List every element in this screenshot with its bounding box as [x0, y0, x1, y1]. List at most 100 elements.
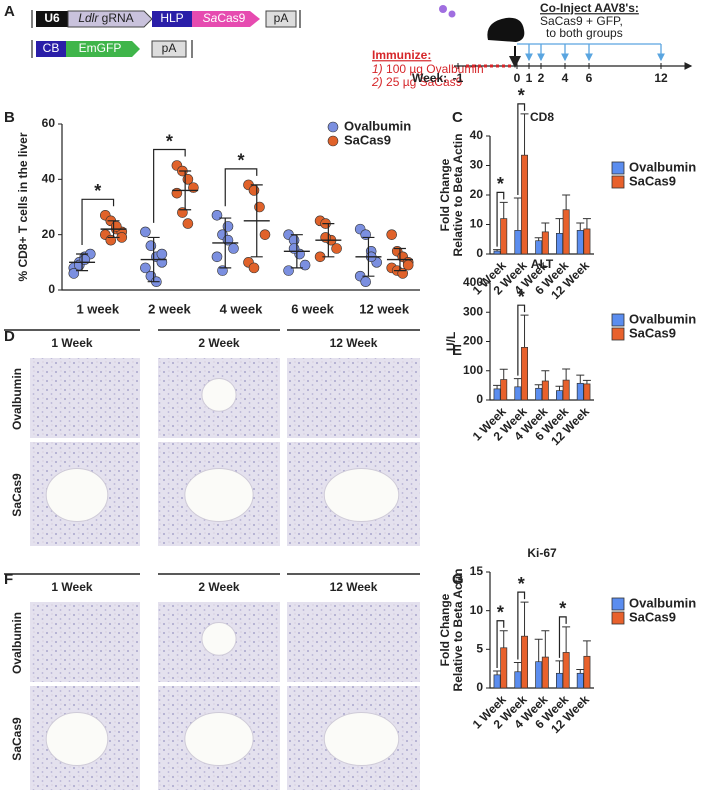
week-tick-label: 4: [562, 71, 569, 85]
data-point: [79, 254, 91, 265]
y-tick-label: 40: [42, 172, 56, 186]
legend-swatch: [611, 327, 625, 341]
panel-letter: G: [452, 571, 464, 588]
error-bar: [534, 237, 543, 241]
pa-box: [265, 10, 297, 28]
legend-swatch: [611, 161, 625, 175]
panel-letter: B: [4, 109, 15, 126]
cas9: Cas9: [217, 11, 245, 25]
micrograph: [30, 358, 140, 438]
bar: [583, 655, 591, 689]
y-tick-label: 0: [476, 392, 483, 406]
legend-label: SaCas9: [629, 609, 676, 624]
particle: [448, 10, 456, 18]
week-tick-label: -1: [453, 71, 464, 85]
significance-bracket: [224, 168, 258, 207]
error-bar: [493, 670, 502, 675]
legend-swatch: [327, 121, 339, 133]
significance-label: *: [237, 151, 244, 171]
data-point: [182, 218, 194, 229]
vessel: [45, 712, 109, 766]
column-label: 12 Week: [330, 336, 378, 350]
error-bar: [250, 184, 263, 258]
vessel: [323, 468, 400, 522]
x-tick-label: 4 week: [220, 301, 263, 316]
y-tick-label: 60: [42, 116, 56, 130]
error-bar: [582, 640, 591, 657]
significance-label: *: [94, 181, 101, 201]
chart-title: CD8: [530, 110, 554, 124]
error-bar: [520, 314, 529, 348]
data-point: [105, 234, 117, 246]
bar: [541, 231, 549, 255]
bar: [576, 672, 584, 689]
bar: [500, 647, 508, 689]
itr: [31, 40, 193, 58]
chart-title: ALT: [531, 257, 554, 271]
hlp: HLP: [160, 11, 183, 25]
week-tick-label: 1: [526, 71, 533, 85]
y-tick-label: 10: [470, 217, 484, 231]
bar: [535, 240, 543, 255]
bar: [493, 674, 501, 689]
micrograph: [30, 602, 140, 682]
error-bar: [499, 630, 508, 648]
legend-swatch: [327, 135, 339, 147]
row-label: Ovalbumin: [10, 612, 24, 674]
error-bar: [541, 370, 550, 381]
significance-bracket: [153, 148, 186, 223]
bar: [583, 228, 591, 255]
num: 1): [372, 62, 383, 76]
week-tick-label: 0: [514, 71, 521, 85]
panel-letter: C: [452, 109, 463, 126]
micrograph: [287, 602, 420, 682]
error-bar: [562, 194, 571, 210]
legend-label: SaCas9: [629, 173, 676, 188]
emgfp: EmGFP: [79, 41, 122, 55]
bar: [500, 379, 508, 401]
error-bar: [534, 384, 543, 389]
error-bar: [107, 220, 120, 239]
error-bar: [541, 222, 550, 232]
significance-label: *: [518, 287, 525, 307]
cb-box: [36, 41, 66, 57]
error-bar: [555, 385, 564, 391]
significance-bracket: [496, 620, 505, 668]
y-tick-label: 0: [48, 282, 55, 296]
data-point: [360, 276, 371, 288]
particle: [439, 5, 447, 13]
bar: [562, 209, 570, 255]
error-bar: [576, 222, 585, 231]
error-bar: [493, 384, 502, 389]
itr: [31, 10, 301, 28]
bar: [500, 218, 508, 255]
data-point: [188, 182, 199, 193]
significance-bracket: [517, 304, 526, 376]
error-bar: [562, 368, 571, 381]
bar: [556, 390, 563, 401]
row-label: SaCas9: [10, 473, 24, 517]
vessel: [201, 378, 237, 412]
error-bar: [362, 236, 375, 277]
y-axis-label: Fold Change: [438, 593, 452, 666]
error-bar: [541, 630, 550, 658]
y-tick-label: 200: [463, 334, 483, 348]
chart-title: Ki-67: [527, 546, 557, 560]
pa: pA: [274, 11, 289, 25]
inject-line: SaCas9 + GFP,: [540, 14, 623, 28]
bar: [562, 379, 570, 401]
data-point: [386, 229, 398, 240]
y-tick-label: 30: [470, 158, 484, 172]
y-tick-label: 5: [476, 642, 483, 656]
error-bar: [493, 249, 502, 252]
x-tick-label: 1 week: [76, 301, 119, 316]
vessel: [45, 468, 109, 522]
data-point: [402, 259, 414, 271]
grna-text: gRNA: [102, 11, 134, 25]
column-label: 1 Week: [51, 336, 92, 350]
column-label: 1 Week: [51, 580, 92, 594]
bar: [521, 347, 528, 401]
error-bar: [582, 218, 591, 229]
gene: Ldlr: [78, 11, 99, 25]
